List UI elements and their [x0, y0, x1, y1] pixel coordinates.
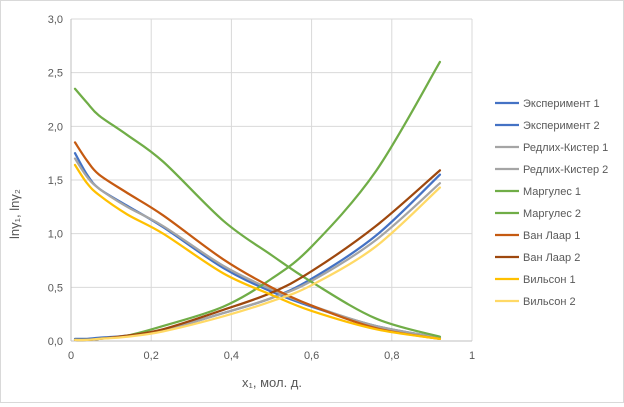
series-line-7	[73, 141, 442, 340]
legend-label: Вильсон 2	[523, 296, 576, 308]
series-line-5	[73, 87, 442, 338]
x-tick-label: 0,2	[144, 350, 159, 362]
y-axis-label: lnγ₁, lnγ₂	[7, 189, 22, 239]
legend-label: Ван Лаар 1	[523, 230, 580, 242]
x-tick-label: 0,8	[384, 350, 399, 362]
legend-label: Маргулес 2	[523, 208, 581, 220]
x-tick-label: 1	[469, 350, 475, 362]
legend: Эксперимент 1 Эксперимент 2 Редлих-Кистер …	[495, 98, 608, 308]
y-tick-label: 2,0	[48, 121, 63, 133]
axes: 0,0 0,5 1,0 1,5 2,0 2,5 3,0 0 0,2 0,4 0,6 0,8 1	[48, 14, 475, 362]
legend-label: Вильсон 1	[523, 274, 576, 286]
y-tick-label: 0,0	[48, 336, 63, 348]
legend-label: Ван Лаар 2	[523, 252, 580, 264]
series-line-2	[73, 173, 442, 341]
series-line-10	[73, 186, 442, 342]
legend-label: Эксперимент 1	[523, 98, 600, 110]
x-tick-label: 0	[68, 350, 74, 362]
y-tick-label: 0,5	[48, 282, 63, 294]
x-axis-label: x₁, мол. д.	[242, 375, 302, 390]
series-layer	[73, 60, 442, 342]
y-tick-label: 2,5	[48, 68, 63, 80]
legend-label: Редлих-Кистер 2	[523, 164, 608, 176]
y-tick-label: 1,5	[48, 175, 63, 187]
x-tick-label: 0,4	[224, 350, 239, 362]
legend-label: Маргулес 1	[523, 186, 581, 198]
legend-label: Эксперимент 2	[523, 120, 600, 132]
x-tick-label: 0,6	[304, 350, 319, 362]
series-line-3	[73, 157, 442, 339]
y-tick-label: 1,0	[48, 229, 63, 241]
series-line-9	[73, 163, 442, 340]
legend-label: Редлих-Кистер 1	[523, 142, 608, 154]
y-tick-label: 3,0	[48, 14, 63, 26]
grid-lines	[71, 18, 473, 341]
